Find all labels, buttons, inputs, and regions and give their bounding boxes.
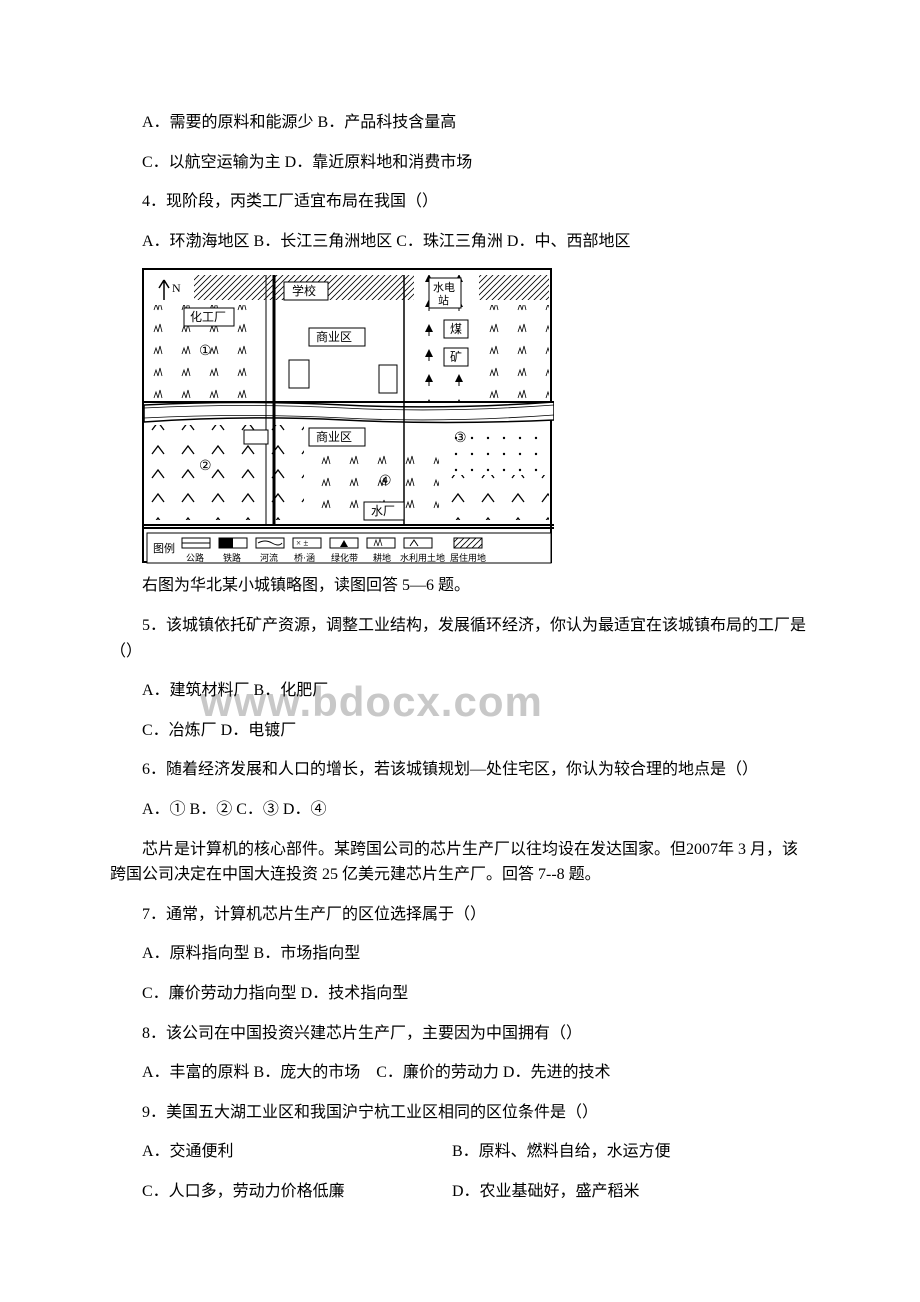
- q7-options-line1: A．原料指向型 B．市场指向型: [110, 941, 810, 967]
- q4-stem: 4．现阶段，丙类工厂适宜布局在我国（）: [110, 189, 810, 215]
- q5-options-line2: C．冶炼厂 D．电镀厂: [110, 718, 810, 744]
- town-map-figure: N 学校 化工厂 商业区 水电 站 煤: [142, 268, 552, 563]
- svg-text:化工厂: 化工厂: [190, 310, 226, 324]
- q9-opt-a: A．交通便利: [110, 1139, 420, 1165]
- svg-text:× ±: × ±: [296, 538, 308, 548]
- map-waterplant-label: 水厂: [364, 502, 404, 520]
- map-hydropower-label: 水电 站: [429, 278, 461, 308]
- q9-opt-d: D．农业基础好，盛产稻米: [420, 1179, 810, 1205]
- town-map-svg: N 学校 化工厂 商业区 水电 站 煤: [144, 270, 554, 565]
- svg-text:河流: 河流: [260, 552, 278, 563]
- svg-text:站: 站: [438, 293, 449, 307]
- map-caption: 右图为华北某小城镇略图，读图回答 5—6 题。: [110, 573, 810, 599]
- svg-text:商业区: 商业区: [316, 429, 352, 444]
- map-circle-4: ④: [379, 474, 392, 489]
- map-commercial1-label: 商业区: [309, 328, 365, 346]
- q9-opt-b: B．原料、燃料自给，水运方便: [420, 1139, 810, 1165]
- svg-text:居住用地: 居住用地: [450, 552, 486, 563]
- q9-row1: A．交通便利 B．原料、燃料自给，水运方便: [110, 1139, 810, 1165]
- svg-text:桥·涵: 桥·涵: [294, 552, 315, 563]
- passage-78: 芯片是计算机的核心部件。某跨国公司的芯片生产厂以往均设在发达国家。但2007年 …: [110, 837, 810, 888]
- q8-stem: 8．该公司在中国投资兴建芯片生产厂，主要因为中国拥有（）: [110, 1021, 810, 1047]
- map-mine-label: 矿: [444, 348, 468, 366]
- svg-text:水利用土地: 水利用土地: [400, 552, 445, 563]
- svg-text:耕地: 耕地: [373, 552, 391, 563]
- legend-title: 图例: [153, 541, 175, 555]
- q7-options-line2: C．廉价劳动力指向型 D．技术指向型: [110, 981, 810, 1007]
- q3-options-line1: A．需要的原料和能源少 B．产品科技含量高: [110, 110, 810, 136]
- svg-text:水厂: 水厂: [371, 504, 395, 518]
- map-coal-label: 煤: [444, 320, 468, 338]
- map-commercial2-label: 商业区: [309, 428, 365, 446]
- q8-options: A．丰富的原料 B．庞大的市场 C．廉价的劳动力 D．先进的技术: [110, 1060, 810, 1086]
- q9-row2: C．人口多，劳动力价格低廉 D．农业基础好，盛产稻米: [110, 1179, 810, 1205]
- map-circle-2: ②: [199, 459, 212, 474]
- q6-options: A．① B．② C．③ D．④: [110, 797, 810, 823]
- map-circle-3: ③: [454, 431, 467, 446]
- map-north-label: N: [172, 281, 181, 295]
- map-chemical-label: 化工厂: [184, 308, 234, 326]
- document-content: A．需要的原料和能源少 B．产品科技含量高 C．以航空运输为主 D．靠近原料地和…: [110, 110, 810, 1204]
- svg-text:煤: 煤: [450, 322, 462, 336]
- map-school-label: 学校: [284, 282, 328, 300]
- q3-options-line2: C．以航空运输为主 D．靠近原料地和消费市场: [110, 150, 810, 176]
- q7-stem: 7．通常，计算机芯片生产厂的区位选择属于（）: [110, 902, 810, 928]
- q5-options-line1: A．建筑材料厂 B．化肥厂: [110, 678, 810, 704]
- q9-opt-c: C．人口多，劳动力价格低廉: [110, 1179, 420, 1205]
- svg-text:绿化带: 绿化带: [331, 552, 358, 563]
- q5-stem: 5．该城镇依托矿产资源，调整工业结构，发展循环经济，你认为最适宜在该城镇布局的工…: [110, 613, 810, 664]
- q4-options: A．环渤海地区 B．长江三角洲地区 C．珠江三角洲 D．中、西部地区: [110, 229, 810, 255]
- map-circle-1: ①: [199, 344, 212, 359]
- svg-text:水电: 水电: [433, 281, 455, 294]
- svg-text:商业区: 商业区: [316, 329, 352, 344]
- q9-stem: 9．美国五大湖工业区和我国沪宁杭工业区相同的区位条件是（）: [110, 1100, 810, 1126]
- svg-text:公路: 公路: [186, 552, 204, 563]
- svg-text:铁路: 铁路: [223, 552, 241, 563]
- q6-stem: 6．随着经济发展和人口的增长，若该城镇规划—处住宅区，你认为较合理的地点是（）: [110, 757, 810, 783]
- svg-text:矿: 矿: [450, 350, 462, 364]
- svg-text:学校: 学校: [292, 283, 316, 298]
